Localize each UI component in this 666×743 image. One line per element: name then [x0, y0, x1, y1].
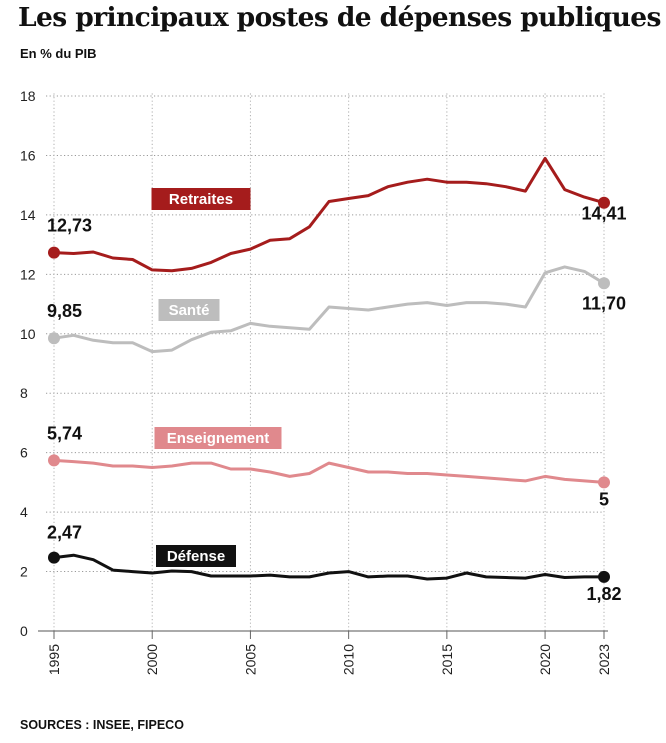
series-tag-label: Défense [167, 548, 225, 565]
series-tag-background [156, 545, 236, 567]
series-end-label: 14,41 [581, 204, 626, 224]
x-tick-label: 2000 [144, 644, 160, 675]
x-tick-label: 1995 [46, 644, 62, 675]
series-tag-background [154, 427, 282, 449]
series-line-0 [52, 156, 606, 273]
series-tag-label: Retraites [169, 191, 233, 208]
y-tick-label: 8 [20, 385, 28, 401]
y-tick-label: 12 [20, 266, 36, 282]
series-line-2 [52, 458, 606, 484]
x-tick-label: 2020 [537, 644, 553, 675]
series-end-point [598, 570, 610, 583]
series-start-label: 5,74 [47, 423, 82, 443]
y-tick-label: 16 [20, 147, 36, 163]
series-end-point [598, 476, 610, 489]
x-tick-label: 2010 [341, 644, 357, 675]
series-start-point [48, 551, 60, 564]
series-tag-background [151, 188, 251, 210]
series-start-label: 9,85 [47, 301, 82, 321]
series-start-point [48, 454, 60, 467]
y-tick-label: 6 [20, 445, 28, 461]
x-tick-label: 2015 [439, 644, 455, 675]
series-start-label: 12,73 [47, 216, 92, 236]
series-line-1 [52, 265, 606, 354]
series-end-point [598, 196, 610, 209]
series-tag-label: Enseignement [167, 430, 270, 447]
series-end-point [598, 277, 610, 290]
series-line-3 [52, 553, 606, 581]
y-tick-label: 18 [20, 88, 36, 104]
y-tick-label: 2 [20, 564, 28, 580]
chart-title: Les principaux postes de dépenses publiq… [18, 2, 661, 33]
series-start-point [48, 246, 60, 259]
series-start-label: 2,47 [47, 523, 82, 543]
series-end-label: 5 [599, 489, 609, 509]
series-end-label: 1,82 [586, 584, 621, 604]
series-tag-label: Santé [169, 302, 210, 319]
series-start-point [48, 332, 60, 345]
x-tick-label: 2023 [596, 644, 612, 675]
y-tick-label: 4 [20, 504, 28, 520]
chart-source: SOURCES : INSEE, FIPECO [20, 718, 184, 732]
chart-subtitle: En % du PIB [20, 46, 97, 61]
series-end-label: 11,70 [582, 293, 626, 313]
y-tick-label: 0 [20, 623, 28, 639]
series-tag-background [158, 299, 220, 321]
y-tick-label: 14 [20, 207, 36, 223]
y-tick-label: 10 [20, 326, 36, 342]
x-tick-label: 2005 [242, 644, 258, 675]
